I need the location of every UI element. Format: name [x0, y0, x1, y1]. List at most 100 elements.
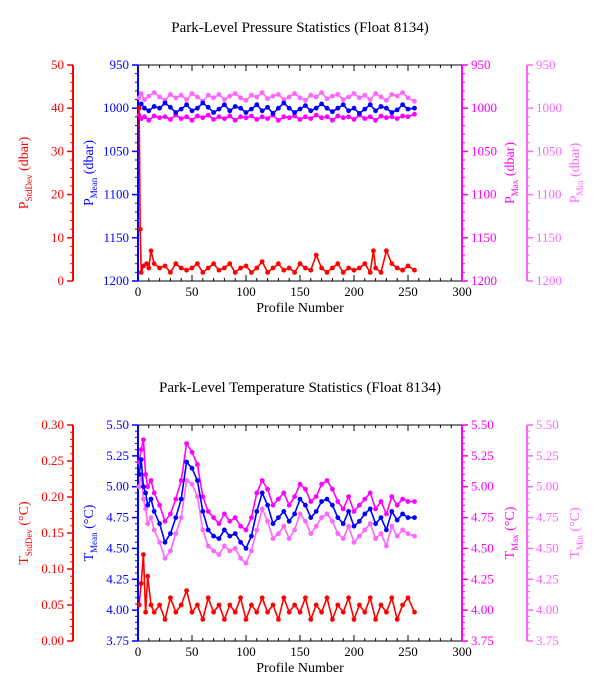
y-tick-label: 0.30	[41, 417, 64, 432]
data-point-sd	[335, 602, 341, 608]
y-tick-label: 1000	[536, 100, 562, 115]
data-point-mean	[216, 106, 222, 112]
y-tick-label: 4.75	[106, 510, 129, 525]
data-point-sd	[351, 617, 357, 622]
data-point-mean	[184, 102, 190, 108]
data-point-mean	[400, 511, 405, 517]
data-point-max	[243, 527, 249, 533]
data-point-mean	[238, 105, 244, 111]
data-point-min	[189, 481, 195, 487]
data-point-min	[340, 97, 346, 102]
data-point-max	[351, 509, 357, 514]
y-tick-label: 50	[51, 57, 64, 72]
data-point-min	[324, 511, 330, 517]
data-point-sd	[249, 602, 254, 608]
data-point-sd	[157, 265, 163, 271]
data-point-min	[157, 94, 163, 100]
data-point-sd	[173, 261, 179, 267]
data-point-mean	[367, 506, 373, 512]
data-point-min	[141, 496, 146, 502]
data-point-max	[178, 478, 184, 483]
data-point-mean	[254, 102, 260, 108]
data-point-mean	[216, 536, 222, 541]
data-point-min	[189, 91, 195, 96]
data-point-max	[189, 117, 195, 123]
data-point-max	[389, 494, 395, 499]
data-point-min	[367, 97, 373, 102]
data-point-sd	[346, 595, 351, 601]
data-point-min	[168, 548, 173, 554]
data-point-mean	[292, 110, 297, 115]
data-point-mean	[357, 518, 362, 524]
data-point-max	[138, 447, 144, 453]
data-point-max	[211, 515, 217, 520]
data-point-sd	[200, 617, 206, 622]
series-mean	[136, 100, 417, 116]
data-point-sd	[259, 595, 265, 601]
data-point-min	[178, 92, 184, 98]
data-point-sd	[270, 602, 276, 608]
data-point-mean	[265, 104, 270, 110]
series-max	[136, 437, 417, 533]
data-point-max	[313, 494, 319, 499]
data-point-sd	[362, 261, 368, 267]
data-point-max	[238, 523, 244, 529]
data-point-sd	[324, 270, 330, 275]
data-point-min	[357, 95, 362, 101]
data-point-min	[205, 543, 211, 549]
data-point-max	[195, 113, 200, 119]
data-point-min	[184, 478, 190, 483]
data-point-mean	[178, 496, 184, 502]
data-point-sd	[265, 270, 270, 275]
data-point-mean	[254, 509, 260, 514]
data-point-min	[319, 90, 324, 95]
data-point-max	[232, 117, 238, 123]
data-point-mean	[138, 101, 144, 107]
x-tick-label: 250	[398, 284, 418, 299]
data-point-min	[222, 97, 227, 102]
data-point-sd	[216, 267, 222, 273]
x-tick-label: 150	[290, 284, 310, 299]
data-point-min	[270, 536, 276, 541]
data-point-sd	[357, 265, 362, 271]
data-point-min	[178, 515, 184, 520]
data-point-mean	[281, 509, 287, 514]
data-point-max	[292, 494, 297, 499]
data-point-max	[351, 117, 357, 122]
data-point-sd	[184, 588, 190, 593]
data-point-sd	[145, 573, 151, 579]
data-point-min	[173, 531, 179, 536]
data-point-min	[211, 548, 217, 554]
data-point-max	[249, 113, 254, 119]
data-point-max	[216, 521, 222, 527]
data-point-max	[216, 114, 222, 120]
data-point-sd	[222, 617, 227, 622]
data-point-min	[136, 484, 142, 490]
y-tick-label: 3.75	[106, 633, 129, 648]
data-point-mean	[227, 533, 233, 539]
data-point-mean	[340, 102, 346, 108]
y-tick-label: 4.50	[536, 540, 559, 555]
data-point-max	[145, 484, 151, 490]
data-point-mean	[346, 108, 351, 114]
data-point-sd	[151, 609, 157, 615]
y-tick-label: 4.25	[536, 571, 559, 586]
data-point-max	[200, 115, 206, 121]
data-point-mean	[238, 539, 244, 545]
data-point-max	[184, 441, 190, 446]
data-point-sd	[303, 595, 308, 601]
data-point-min	[324, 96, 330, 102]
y-axis-label: TStdDev (°C)	[17, 501, 34, 565]
data-point-mean	[162, 539, 168, 545]
data-point-sd	[292, 602, 297, 608]
data-point-min	[276, 531, 281, 536]
data-point-mean	[308, 108, 314, 114]
data-point-mean	[162, 100, 168, 106]
x-tick-label: 150	[290, 644, 310, 659]
data-point-max	[335, 499, 341, 504]
data-point-mean	[259, 490, 265, 496]
series-line-sd	[138, 108, 415, 275]
data-point-sd	[195, 261, 200, 267]
y-tick-label: 0.05	[41, 597, 64, 612]
data-point-mean	[351, 105, 357, 111]
